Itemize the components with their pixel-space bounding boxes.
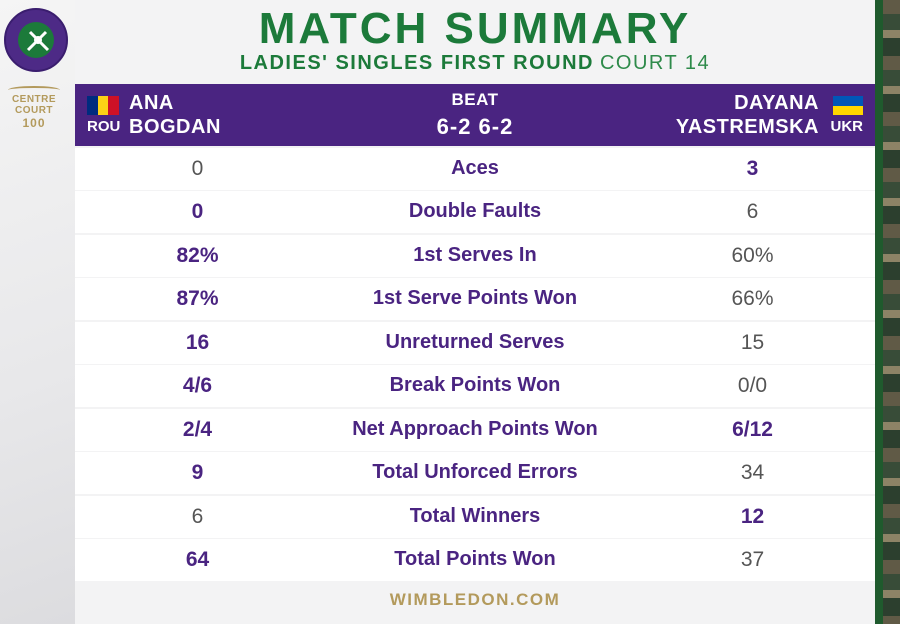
stat-label: Total Unforced Errors [372, 461, 578, 484]
player2-last-name: YASTREMSKA [675, 116, 819, 138]
stat-player2-value: 6 [746, 200, 759, 224]
romania-flag-icon [87, 96, 120, 115]
stat-row: 64 Total Points Won 37 [75, 539, 875, 582]
ukraine-flag-icon [833, 96, 863, 115]
stat-player2-value: 66% [731, 287, 774, 311]
stat-player2-value: 34 [740, 461, 765, 485]
stat-row: 87% 1st Serve Points Won 66% [75, 278, 875, 321]
stat-player2-value: 6/12 [732, 417, 773, 441]
round-subtitle: LADIES' SINGLES FIRST ROUND COURT 14 [75, 52, 875, 75]
stat-player1-value: 64 [185, 548, 210, 572]
stat-player1-value: 16 [185, 330, 210, 354]
stat-row: 0 Double Faults 6 [75, 191, 875, 234]
stat-player1-value: 9 [191, 461, 204, 485]
stat-row: 0 Aces 3 [75, 148, 875, 190]
stat-label: Aces [451, 157, 499, 179]
stat-player2-value: 15 [740, 330, 765, 354]
round-label: LADIES' SINGLES FIRST ROUND [239, 52, 594, 74]
stat-label: 1st Serves In [413, 243, 537, 266]
stat-row: 9 Total Unforced Errors 34 [75, 452, 875, 495]
stat-label: Break Points Won [389, 374, 561, 397]
stat-label: Total Points Won [394, 548, 556, 571]
left-background [0, 0, 75, 624]
stat-player1-value: 87% [176, 287, 219, 311]
footer-website: WIMBLEDON.COM [389, 590, 561, 609]
player1-last-name: BOGDAN [129, 116, 221, 138]
stats-table: 0 Aces 3 0 Double Faults 6 82% 1st Serves In 60%… [75, 148, 875, 583]
match-score: 6-2 6-2 [436, 114, 514, 139]
stat-player2-value: 3 [746, 157, 759, 180]
centre-court-100-logo: CENTRE COURT 100 [6, 86, 62, 130]
player1-first-name: ANA [129, 92, 174, 114]
stat-row: 16 Unreturned Serves 15 [75, 321, 875, 364]
stat-player1-value: 0 [191, 157, 204, 180]
stat-player2-value: 12 [740, 504, 765, 528]
stat-row: 2/4 Net Approach Points Won 6/12 [75, 408, 875, 451]
stat-player1-value: 4/6 [182, 374, 213, 398]
stat-player1-value: 2/4 [182, 417, 213, 441]
court-label: COURT 14 [599, 52, 711, 74]
stat-player1-value: 6 [191, 504, 204, 528]
stat-player2-value: 0/0 [737, 374, 768, 398]
result-verb: BEAT [451, 90, 499, 109]
stat-player2-value: 37 [740, 548, 765, 572]
stat-label: Double Faults [408, 200, 542, 223]
player2-country: UKR [830, 118, 864, 135]
player2-first-name: DAYANA [734, 92, 819, 114]
right-background [875, 0, 900, 624]
stat-player2-value: 60% [731, 243, 774, 267]
stat-row: 6 Total Winners 12 [75, 495, 875, 538]
stat-label: 1st Serve Points Won [372, 287, 578, 310]
stat-label: Unreturned Serves [385, 330, 565, 353]
wimbledon-logo-icon [4, 8, 68, 72]
stat-row: 82% 1st Serves In 60% [75, 234, 875, 277]
players-banner: ROU ANA BOGDAN BEAT 6-2 6-2 DAYANA YASTR… [75, 84, 875, 146]
stat-label: Total Winners [409, 504, 541, 527]
page-title: MATCH SUMMARY [258, 4, 692, 53]
crowd-image [883, 0, 900, 624]
player1-country: ROU [87, 118, 121, 135]
stat-player1-value: 0 [191, 200, 204, 224]
stat-row: 4/6 Break Points Won 0/0 [75, 365, 875, 408]
stat-label: Net Approach Points Won [352, 417, 598, 440]
stat-player1-value: 82% [176, 243, 219, 267]
